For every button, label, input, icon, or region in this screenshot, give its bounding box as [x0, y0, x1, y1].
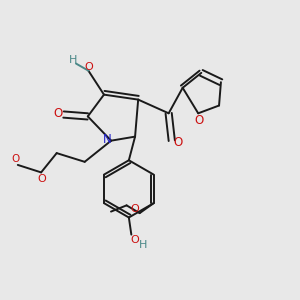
Text: O: O — [11, 154, 20, 164]
Text: H: H — [139, 241, 147, 250]
Text: O: O — [85, 62, 93, 72]
Text: O: O — [173, 136, 183, 149]
Text: N: N — [103, 133, 112, 146]
Text: O: O — [53, 107, 63, 120]
Text: O: O — [130, 235, 139, 245]
Text: O: O — [194, 114, 203, 127]
Text: O: O — [38, 174, 46, 184]
Text: O: O — [130, 204, 139, 214]
Text: H: H — [69, 55, 78, 65]
